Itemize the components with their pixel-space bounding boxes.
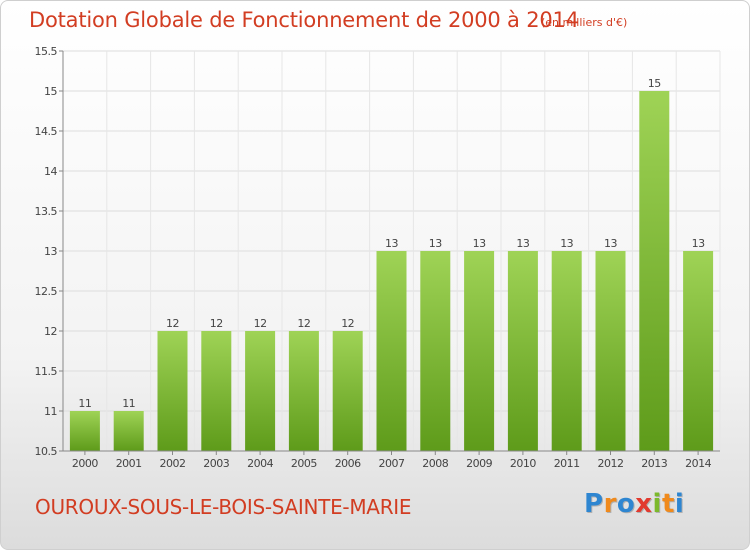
x-tick-label: 2011 [554, 457, 580, 470]
data-label: 12 [166, 317, 179, 330]
bar-2000 [69, 411, 100, 451]
x-tick-label: 2014 [685, 457, 711, 470]
bar-2013 [639, 91, 670, 451]
x-tick-label: 2010 [510, 457, 536, 470]
chart-title: Dotation Globale de Fonctionnement de 20… [29, 8, 579, 32]
x-tick-label: 2013 [641, 457, 667, 470]
x-tick-label: 2009 [466, 457, 492, 470]
bar-2012 [595, 251, 626, 451]
data-label: 13 [473, 237, 486, 250]
data-label: 11 [122, 397, 135, 410]
logo-letter: t [661, 489, 675, 519]
y-tick-label: 11.5 [35, 365, 58, 378]
chart-subtitle: (en milliers d'€) [541, 16, 628, 29]
bar-2007 [376, 251, 407, 451]
data-label: 11 [78, 397, 91, 410]
data-label: 12 [210, 317, 223, 330]
x-tick-label: 2002 [160, 457, 186, 470]
bar-2011 [551, 251, 582, 451]
y-tick-label: 15 [44, 85, 57, 98]
proxiti-logo[interactable]: Proxiti [584, 489, 684, 519]
x-tick-label: 2006 [335, 457, 361, 470]
y-tick-label: 13.5 [35, 205, 58, 218]
bar-2003 [201, 331, 232, 451]
bar-2004 [245, 331, 276, 451]
commune-name: OUROUX-SOUS-LE-BOIS-SAINTE-MARIE [35, 495, 412, 519]
bar-2008 [420, 251, 451, 451]
y-tick-label: 14.5 [35, 125, 58, 138]
bar-2014 [683, 251, 714, 451]
logo-letter: r [603, 489, 617, 519]
bar-2010 [507, 251, 538, 451]
data-label: 13 [385, 237, 398, 250]
logo-letter: P [584, 489, 604, 519]
y-tick-label: 12.5 [35, 285, 58, 298]
y-tick-label: 13 [44, 245, 57, 258]
x-tick-label: 2003 [203, 457, 229, 470]
logo-letter: i [674, 489, 685, 519]
y-tick-label: 15.5 [35, 45, 58, 58]
logo-letter: x [635, 489, 653, 519]
x-tick-label: 2012 [598, 457, 624, 470]
logo-letter: i [652, 489, 662, 519]
data-label: 13 [516, 237, 529, 250]
data-label: 13 [560, 237, 573, 250]
bar-2006 [332, 331, 363, 451]
y-tick-label: 11 [44, 405, 57, 418]
bar-2005 [288, 331, 319, 451]
y-tick-label: 10.5 [35, 445, 58, 458]
data-label: 12 [341, 317, 354, 330]
x-tick-label: 2004 [247, 457, 273, 470]
data-label: 13 [429, 237, 442, 250]
data-label: 13 [604, 237, 617, 250]
bar-2002 [157, 331, 188, 451]
data-label: 15 [648, 77, 661, 90]
bar-2009 [464, 251, 495, 451]
data-label: 12 [297, 317, 310, 330]
logo-letter: o [616, 489, 636, 519]
data-label: 12 [254, 317, 267, 330]
x-tick-label: 2000 [72, 457, 98, 470]
x-tick-label: 2007 [379, 457, 405, 470]
y-tick-label: 14 [44, 165, 57, 178]
y-tick-label: 12 [44, 325, 57, 338]
bar-2001 [113, 411, 144, 451]
data-label: 13 [692, 237, 705, 250]
x-tick-label: 2001 [116, 457, 142, 470]
x-tick-label: 2008 [422, 457, 448, 470]
x-tick-label: 2005 [291, 457, 317, 470]
